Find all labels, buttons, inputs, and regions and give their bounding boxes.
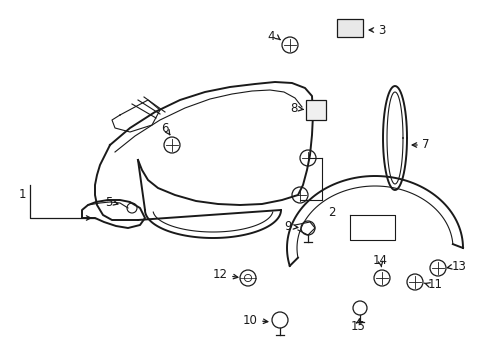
Text: 6: 6 bbox=[161, 122, 169, 135]
Text: 8: 8 bbox=[291, 102, 298, 114]
Text: 7: 7 bbox=[422, 139, 430, 152]
Text: 5: 5 bbox=[105, 195, 112, 208]
Text: 9: 9 bbox=[285, 220, 292, 233]
Text: 11: 11 bbox=[428, 279, 443, 292]
Text: 10: 10 bbox=[243, 314, 258, 327]
Text: 12: 12 bbox=[213, 269, 228, 282]
Bar bbox=[306, 100, 326, 120]
Text: 3: 3 bbox=[378, 23, 385, 36]
Text: 1: 1 bbox=[18, 189, 26, 202]
Text: 14: 14 bbox=[372, 253, 388, 266]
Bar bbox=[337, 19, 363, 37]
Text: 4: 4 bbox=[268, 30, 275, 42]
Text: 2: 2 bbox=[328, 206, 336, 219]
Text: 13: 13 bbox=[452, 260, 467, 273]
Text: 15: 15 bbox=[350, 320, 366, 333]
